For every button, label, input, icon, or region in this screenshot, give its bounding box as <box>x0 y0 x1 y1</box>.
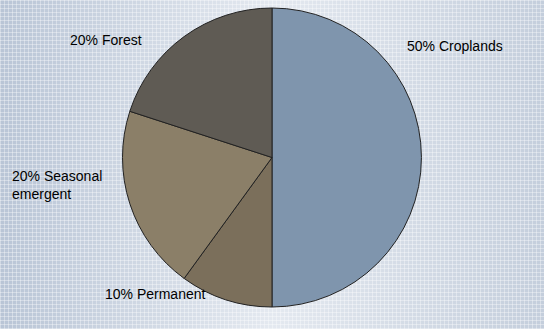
svg-text:20% Seasonalemergent: 20% Seasonalemergent <box>12 168 102 202</box>
svg-text:10% Permanent: 10% Permanent <box>105 286 206 302</box>
svg-text:20% Forest: 20% Forest <box>70 32 142 48</box>
svg-text:50% Croplands: 50% Croplands <box>407 38 503 54</box>
